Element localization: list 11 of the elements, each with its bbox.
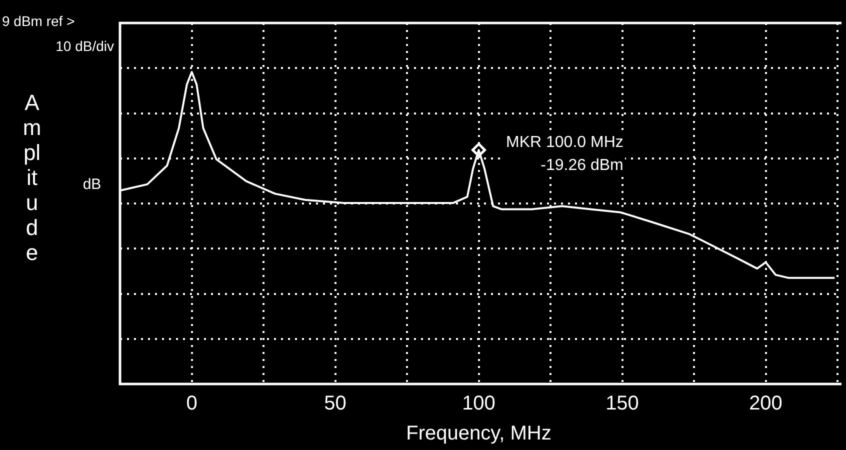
text: 10 dB/div [56, 38, 114, 54]
x-tick-label: 150 [606, 392, 639, 415]
annotation: MKR 100.0 MHz -19.26 dBm [504, 131, 626, 177]
x-axis-title: Frequency, MHz [406, 422, 552, 445]
x-tick-label: 50 [324, 392, 346, 415]
x-tick-label: 100 [462, 392, 496, 415]
text: dB [82, 176, 102, 193]
x-tick-label: 0 [186, 392, 198, 415]
x-tick-label: 200 [749, 392, 782, 415]
text: 9 dBm ref > [2, 13, 75, 29]
y-axis-title: Amplitude [22, 90, 42, 265]
